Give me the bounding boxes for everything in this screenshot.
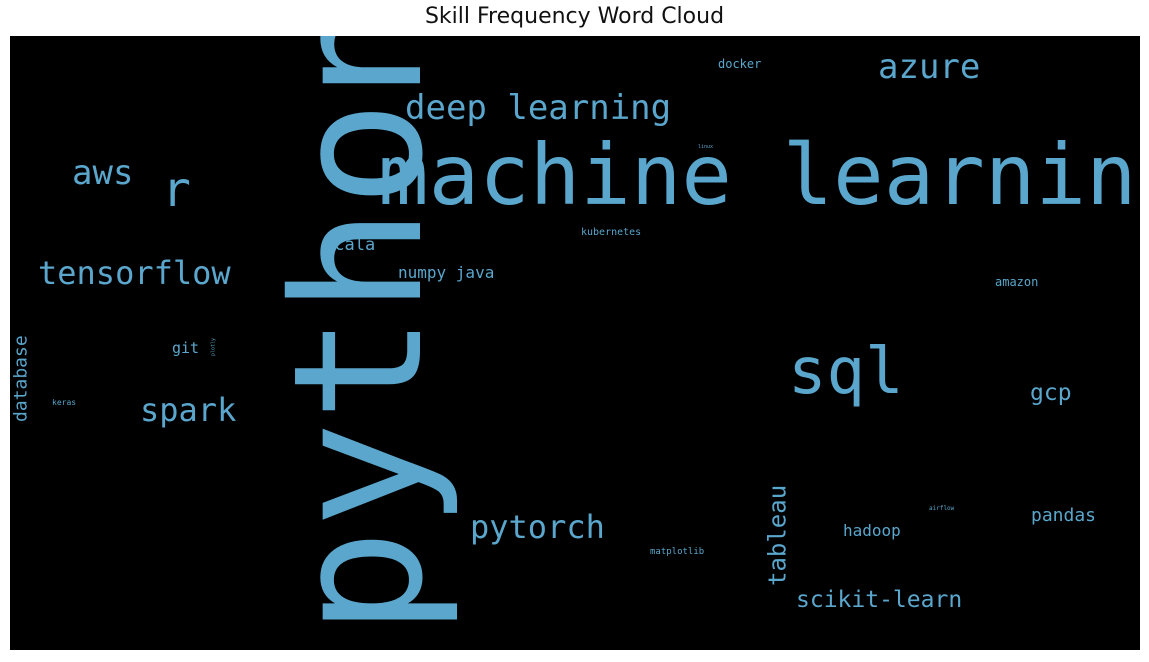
word-numpy-java: numpy java	[398, 263, 494, 282]
word-hadoop: hadoop	[843, 521, 901, 540]
word-scala: scala	[324, 235, 375, 255]
word-database: database	[10, 335, 31, 422]
word-kubernetes: kubernetes	[581, 227, 641, 238]
word-r: r	[162, 162, 191, 218]
word-aws: aws	[72, 153, 133, 193]
chart-title: Skill Frequency Word Cloud	[424, 4, 725, 29]
word-git: git	[172, 339, 199, 357]
word-sql: sql	[788, 335, 904, 409]
word-azure: azure	[878, 47, 980, 87]
word-keras: keras	[52, 398, 76, 407]
word-deep-learning: deep learning	[405, 88, 671, 128]
word-python: python	[255, 36, 462, 636]
word-pytorch: pytorch	[470, 508, 605, 546]
word-linux: linux	[698, 144, 713, 150]
word-tableau: tableau	[763, 485, 791, 586]
word-scikit-learn: scikit-learn	[796, 587, 962, 613]
word-amazon: amazon	[995, 275, 1038, 289]
word-gcp: gcp	[1030, 380, 1072, 406]
word-matplotlib: matplotlib	[650, 547, 704, 557]
cloud-background	[10, 36, 1140, 650]
word-pandas: pandas	[1031, 505, 1096, 526]
word-plotly: plotly	[210, 338, 216, 356]
word-spark: spark	[140, 391, 236, 429]
word-airflow: airflow	[929, 505, 955, 512]
word-cloud-area: python machine learning sql r deep learning a…	[10, 36, 1140, 650]
word-docker: docker	[718, 57, 761, 71]
word-machine-learning: machine learning	[378, 126, 1140, 224]
word-tensorflow: tensorflow	[38, 254, 231, 292]
